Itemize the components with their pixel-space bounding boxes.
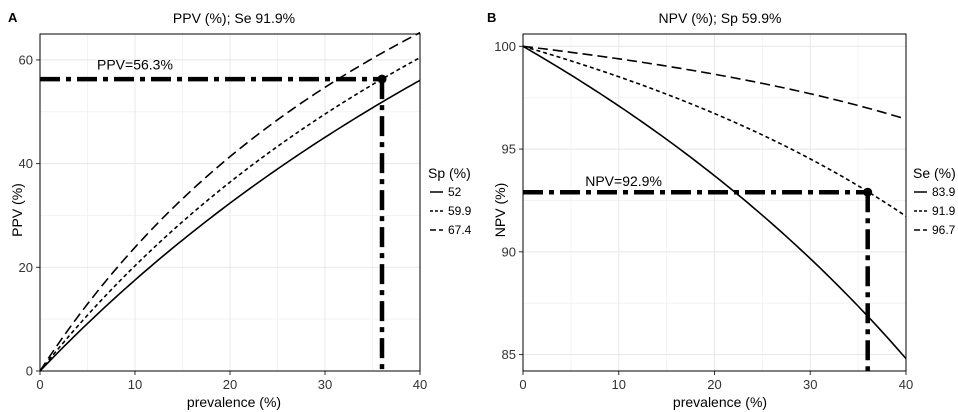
panel-letter-b: B <box>487 10 496 25</box>
panel-a-y-tick-label: 20 <box>19 260 33 275</box>
panel-a-series-line <box>39 79 421 372</box>
panel-a-frame <box>39 33 421 372</box>
panel-b-npv-annotation: NPV=92.9% <box>585 173 662 189</box>
panel-b-x-tick-label: 30 <box>803 377 817 392</box>
panel-b-legend-label: 91.9 <box>932 204 956 218</box>
panel-b-y-tick-label: 95 <box>502 142 516 157</box>
panel-b-title: NPV (%); Sp 59.9% <box>659 10 782 26</box>
panel-a-y-axis-title: PPV (%) <box>9 183 25 237</box>
panel-a-x-tick-label: 40 <box>413 377 427 392</box>
panel-b-y-axis-title: NPV (%) <box>492 183 508 237</box>
panel-a-y-tick-label: 0 <box>26 364 33 379</box>
panel-b-reference-point <box>863 187 873 197</box>
panel-b-y-tick-label: 90 <box>502 244 516 259</box>
panel-b-x-tick-label: 0 <box>519 377 526 392</box>
panel-a-legend-label: 52 <box>448 185 462 199</box>
panel-b-series-line <box>522 45 907 360</box>
panel-b-x-axis-title: prevalence (%) <box>673 394 767 410</box>
panel-b-x-tick-label: 40 <box>899 377 913 392</box>
panel-b-x-tick-label: 20 <box>707 377 721 392</box>
panel-letter-a: A <box>8 10 18 25</box>
panel-a-y-tick-label: 60 <box>19 52 33 67</box>
panel-a-series-line <box>39 31 421 372</box>
panel-a-legend-label: 59.9 <box>448 204 472 218</box>
panel-a-x-axis-title: prevalence (%) <box>187 394 281 410</box>
panel-b-series-line <box>522 45 907 217</box>
panel-b-legend-label: 96.7 <box>932 223 956 237</box>
panel-b-legend-title: Se (%) <box>913 165 956 181</box>
panel-b-x-tick-label: 10 <box>612 377 626 392</box>
panel-a-legend-label: 67.4 <box>448 223 472 237</box>
panel-b-frame <box>522 33 907 372</box>
panel-a: 0 10 20 30 40 0 20 40 60 A PPV (%); Se 91.9% prev… <box>8 10 472 410</box>
panel-a-x-tick-label: 30 <box>318 377 332 392</box>
panel-b-legend-label: 83.9 <box>932 185 956 199</box>
panel-a-reference-point <box>377 74 387 84</box>
panel-a-x-tick-label: 10 <box>128 377 142 392</box>
panel-a-legend-title: Sp (%) <box>428 165 471 181</box>
panel-b-y-tick-label: 100 <box>494 39 516 54</box>
panel-b-y-tick-label: 85 <box>502 347 516 362</box>
panel-a-y-tick-label: 40 <box>19 156 33 171</box>
panel-a-x-tick-label: 0 <box>36 377 43 392</box>
panel-b-series-line <box>522 45 907 120</box>
panel-a-ppv-annotation: PPV=56.3% <box>97 56 173 72</box>
panel-b: 0 10 20 30 40 85 90 95 100 B NPV (%); Sp 59.9% pr… <box>487 10 956 410</box>
panel-a-series-line <box>39 56 421 372</box>
panel-a-x-tick-label: 20 <box>223 377 237 392</box>
panel-a-title: PPV (%); Se 91.9% <box>173 10 295 26</box>
